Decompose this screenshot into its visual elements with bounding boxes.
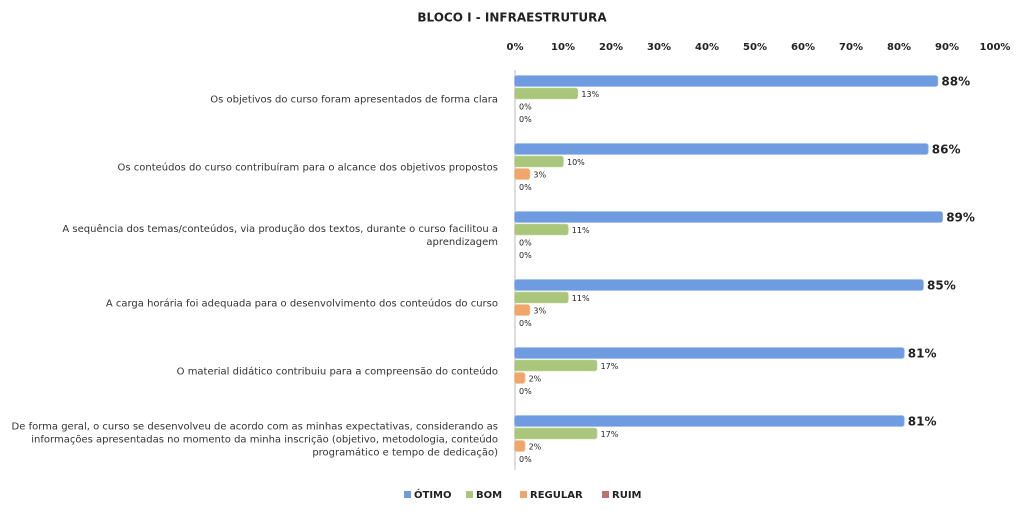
bar (514, 427, 598, 440)
bar (514, 359, 598, 372)
x-tick-label: 30% (647, 42, 671, 53)
value-label: 0% (519, 239, 532, 248)
bar (514, 372, 526, 384)
x-tick-label: 70% (839, 42, 863, 53)
value-label: 0% (519, 455, 532, 464)
x-tick-label: 100% (980, 42, 1011, 53)
value-label: 2% (529, 443, 542, 452)
x-tick-label: 40% (695, 42, 719, 53)
x-tick-label: 80% (887, 42, 911, 53)
value-label: 17% (601, 362, 619, 371)
value-label: 3% (533, 171, 546, 180)
legend-swatch (602, 491, 609, 498)
value-label: 0% (519, 183, 532, 192)
value-label: 86% (932, 143, 961, 157)
value-label: 88% (941, 75, 970, 89)
x-tick-label: 50% (743, 42, 767, 53)
value-label: 0% (519, 115, 532, 124)
value-label: 81% (908, 347, 937, 361)
category-label: A sequência dos temas/conteúdos, via pro… (62, 224, 498, 248)
bar (514, 75, 939, 87)
value-label: 10% (567, 158, 585, 167)
value-label: 0% (519, 387, 532, 396)
bar (514, 155, 564, 168)
category-label: O material didático contribuiu para a co… (176, 366, 498, 378)
chart-title: BLOCO I - INFRAESTRUTURA (417, 11, 607, 25)
x-tick-label: 90% (935, 42, 959, 53)
bar (514, 347, 905, 359)
value-label: 85% (927, 279, 956, 293)
bar (514, 279, 924, 291)
legend-label: RUIM (612, 490, 642, 501)
value-label: 81% (908, 415, 937, 429)
value-label: 13% (581, 90, 599, 99)
legend-label: BOM (476, 490, 502, 501)
legend-swatch (520, 491, 527, 498)
bar (514, 168, 531, 180)
x-tick-label: 20% (599, 42, 623, 53)
legend-label: REGULAR (530, 490, 583, 501)
value-label: 89% (946, 211, 975, 225)
bar (514, 87, 579, 100)
category-label: De forma geral, o curso se desenvolveu d… (11, 421, 498, 459)
value-label: 17% (601, 430, 619, 439)
x-tick-label: 0% (507, 42, 524, 53)
value-label: 2% (529, 375, 542, 384)
bar (514, 211, 943, 223)
value-label: 0% (519, 319, 532, 328)
bar (514, 291, 569, 304)
legend-label: ÓTIMO (414, 488, 452, 501)
bar (514, 304, 531, 316)
bar (514, 143, 929, 155)
x-tick-label: 60% (791, 42, 815, 53)
value-label: 11% (572, 294, 590, 303)
legend-swatch (404, 491, 411, 498)
category-label: A carga horária foi adequada para o dese… (105, 298, 498, 310)
value-label: 11% (572, 226, 590, 235)
value-label: 0% (519, 251, 532, 260)
legend-swatch (466, 491, 473, 498)
value-label: 3% (533, 307, 546, 316)
value-label: 0% (519, 103, 532, 112)
bar (514, 223, 569, 236)
x-tick-label: 10% (551, 42, 575, 53)
bar (514, 440, 526, 452)
bar (514, 415, 905, 427)
category-label: Os objetivos do curso foram apresentados… (210, 94, 498, 106)
category-label: Os conteúdos do curso contribuíram para … (117, 162, 498, 174)
